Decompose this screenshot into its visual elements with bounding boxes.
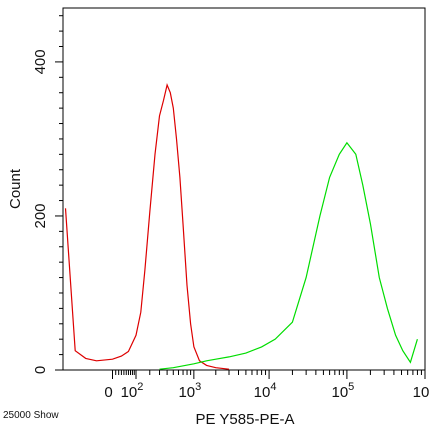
x-axis-title: PE Y585-PE-A: [196, 411, 295, 428]
x-tick-label: 0: [104, 384, 112, 401]
y-tick-label: 0: [32, 366, 49, 374]
x-tick-exponent: 3: [195, 381, 201, 393]
x-tick-label: 103: [178, 381, 201, 401]
series-line-2: [159, 141, 418, 370]
x-tick-exponent: 5: [348, 381, 354, 393]
x-tick-label: 102: [121, 381, 144, 401]
y-axis: 0 200 400: [32, 15, 63, 374]
x-axis: 0 102 103 104 105 10: [104, 370, 429, 401]
footer-text: 25000 Show: [3, 410, 59, 421]
y-tick-label: 200: [32, 203, 49, 228]
x-tick-label: 105: [331, 381, 354, 401]
x-tick-exponent: 2: [137, 381, 143, 393]
x-tick-exponent: 4: [270, 381, 276, 393]
x-tick-label: 104: [254, 381, 277, 401]
y-axis-title: Count: [7, 168, 24, 209]
x-tick-label: 10: [413, 384, 430, 401]
plot-frame: [62, 7, 426, 371]
series-group: [64, 83, 418, 370]
y-tick-label: 400: [32, 49, 49, 74]
series-line-1: [64, 83, 230, 370]
